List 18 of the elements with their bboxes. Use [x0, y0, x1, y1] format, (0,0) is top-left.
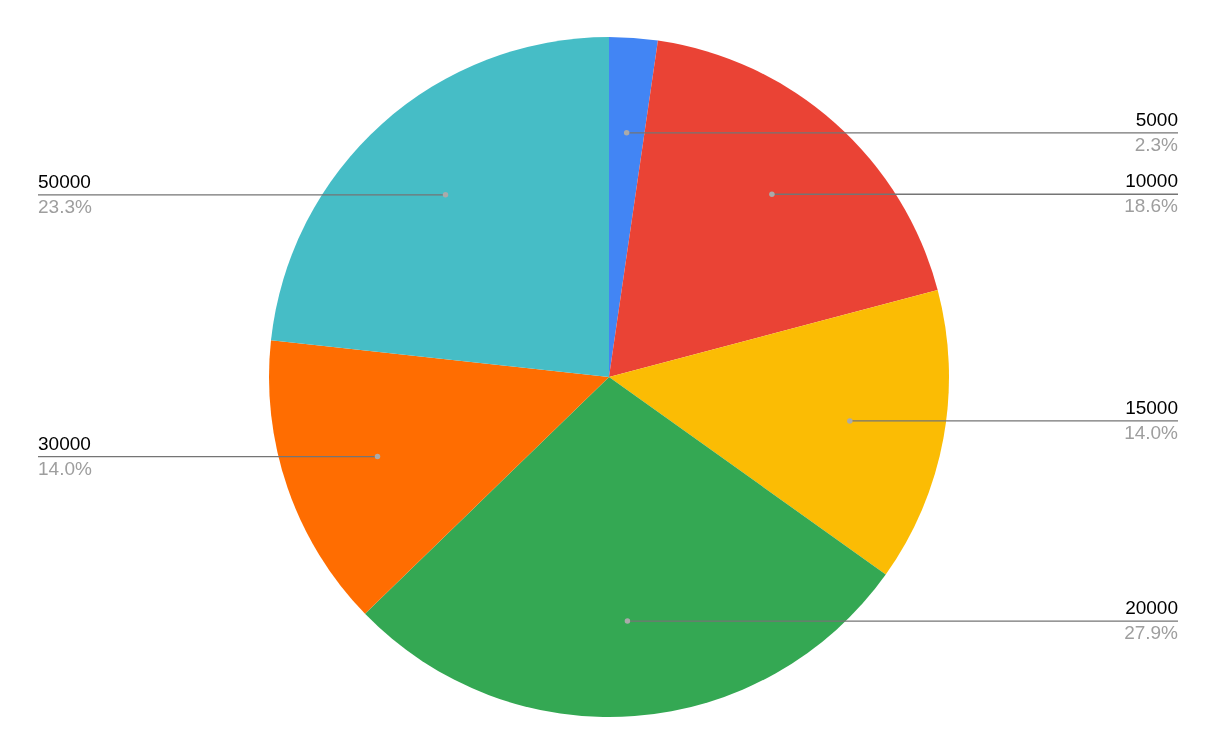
pie-slice — [270, 37, 609, 377]
data-label: 23.3% — [38, 195, 92, 217]
data-label: 14.0% — [38, 457, 92, 479]
slice-label: 5000 — [1135, 108, 1178, 130]
data-label: 14.0% — [1124, 421, 1179, 443]
data-label: 2.3% — [1134, 133, 1179, 155]
slice-label: 15000 — [1125, 396, 1178, 418]
pie-slice — [269, 340, 609, 614]
pie-slice — [365, 377, 886, 717]
pie-slice — [609, 289, 949, 575]
data-label: 18.6% — [1124, 195, 1179, 217]
data-label: 27.9% — [1124, 622, 1179, 644]
pie-slice — [609, 40, 938, 377]
slice-label: 30000 — [38, 432, 91, 454]
pie-slice — [609, 37, 658, 377]
slice-label: 10000 — [1125, 170, 1178, 192]
slice-label: 50000 — [38, 170, 91, 192]
slice-label: 20000 — [1125, 597, 1178, 619]
